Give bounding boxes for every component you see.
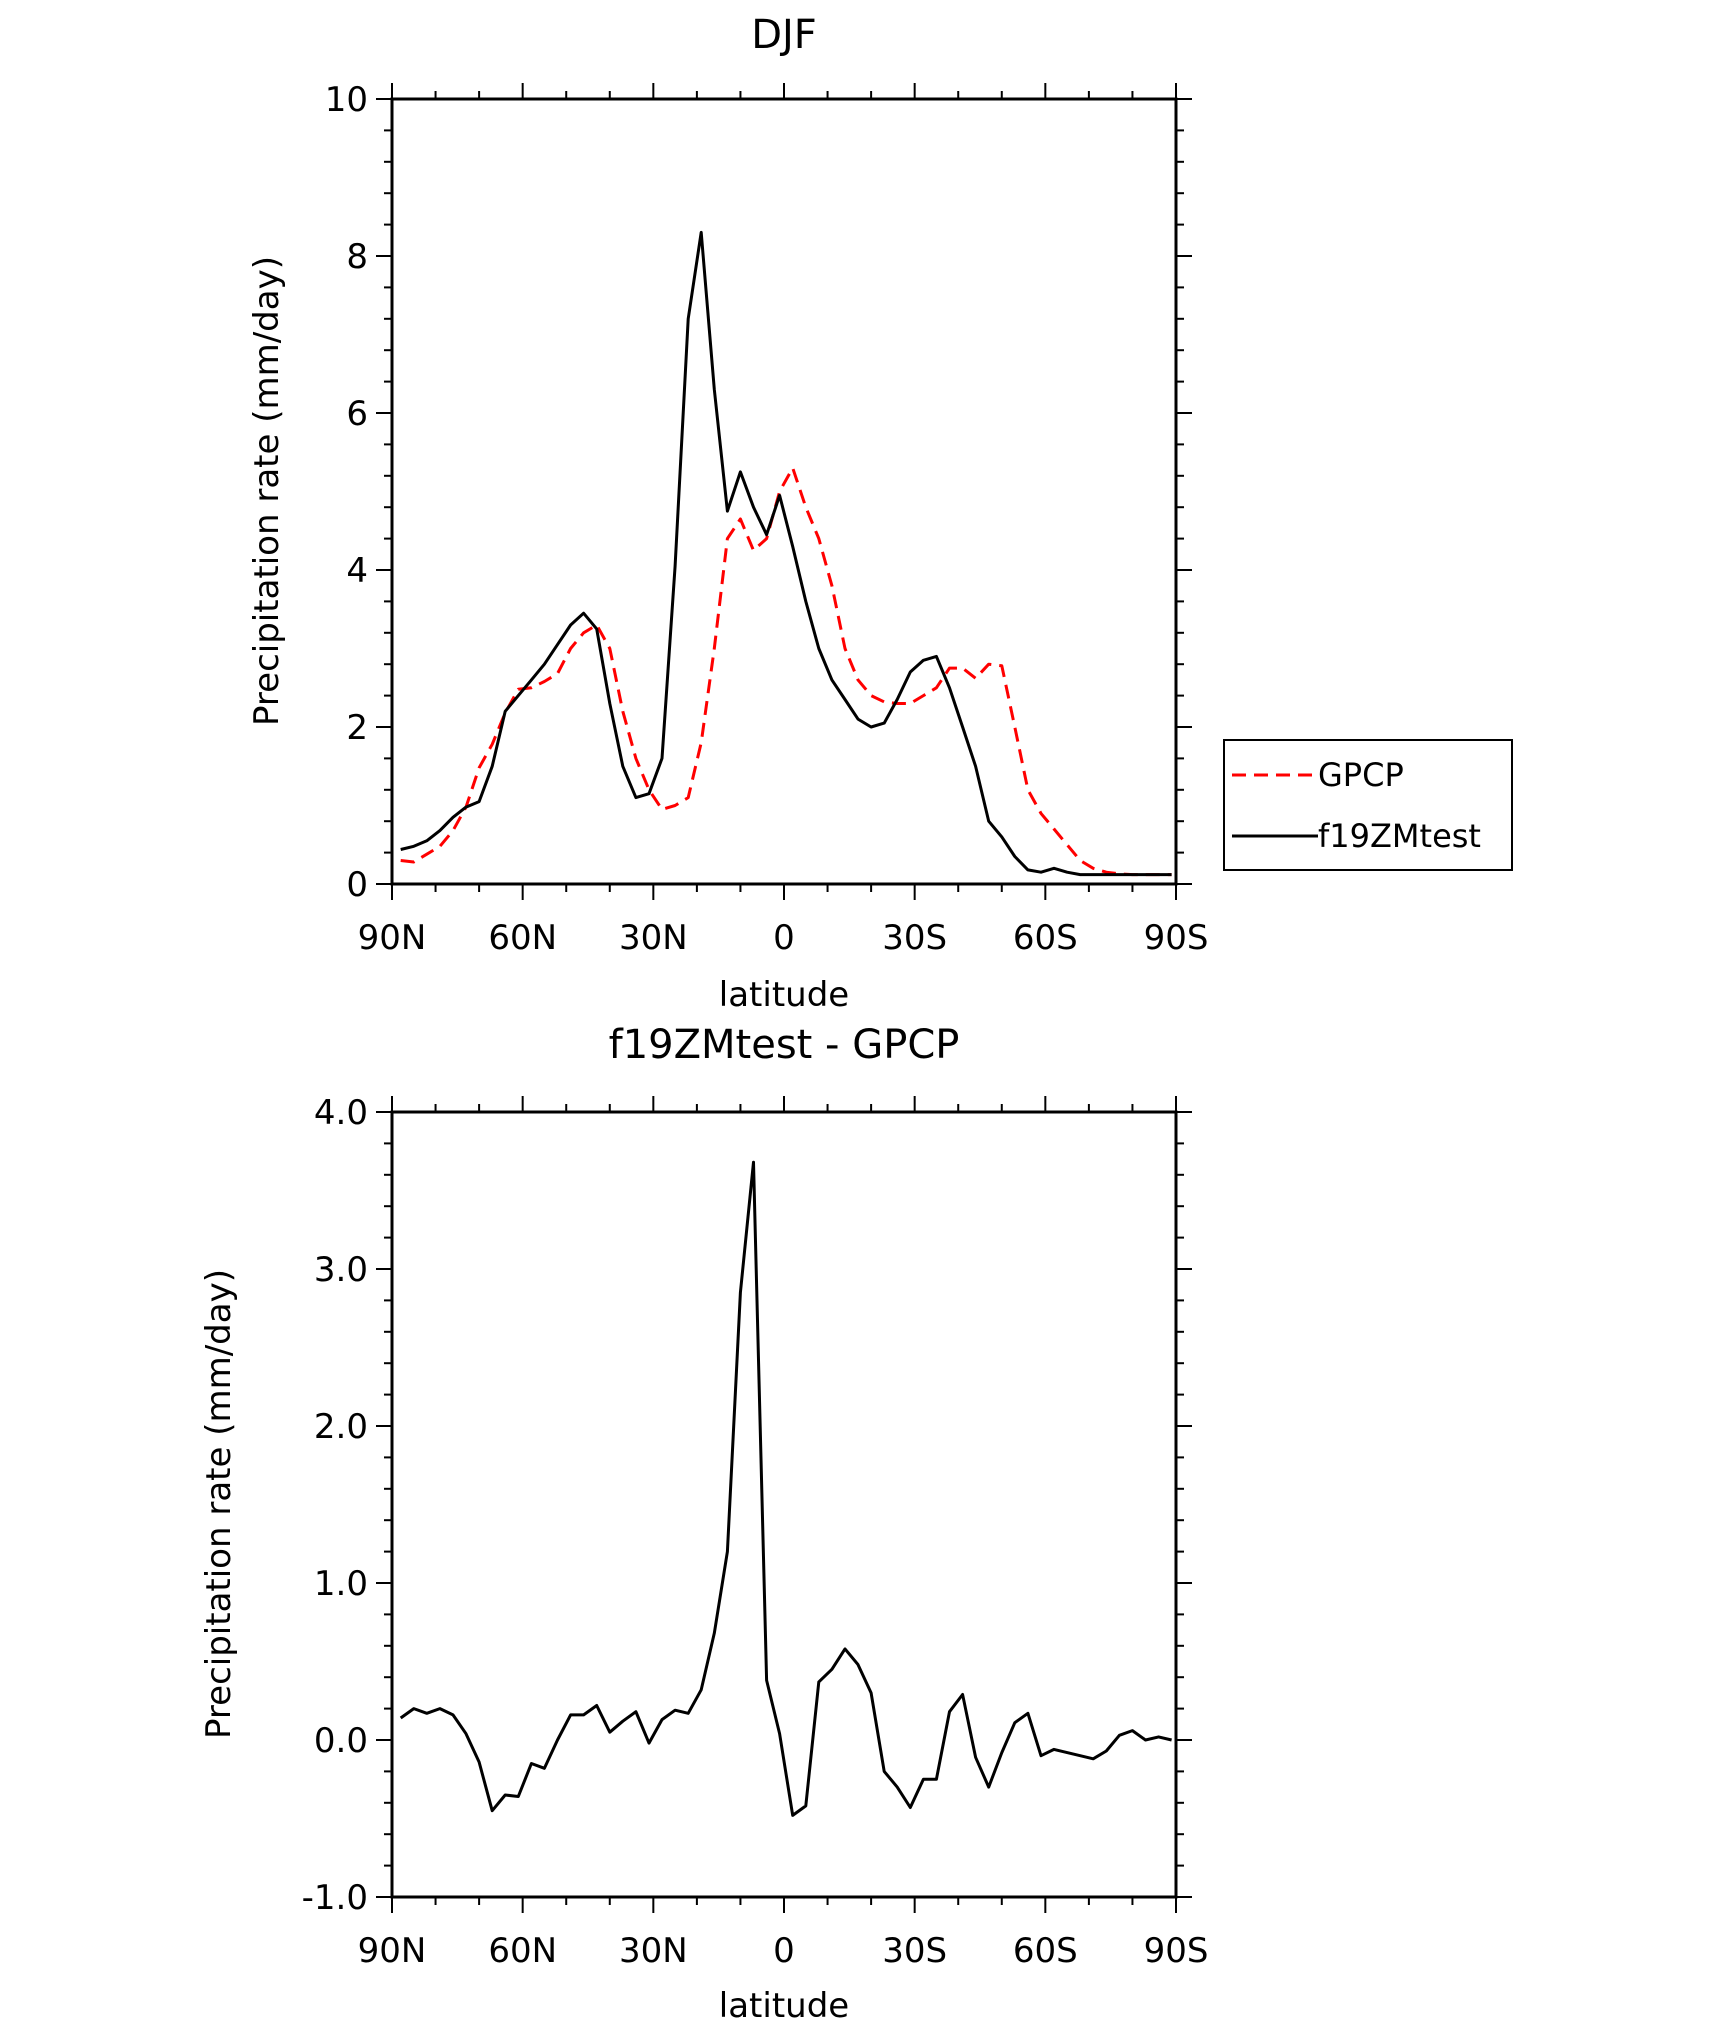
x-tick-label: 30N	[619, 918, 688, 958]
series-line-gpcp	[400, 466, 1172, 877]
plot-frame	[390, 97, 1178, 886]
legend-label-gpcp: GPCP	[1318, 756, 1404, 794]
series-line-f19zmtest	[400, 230, 1172, 877]
y-tick-label: 0.0	[314, 1721, 368, 1761]
x-axis-label: latitude	[719, 975, 849, 1015]
x-tick-label: 90S	[1144, 918, 1209, 958]
difference-panel: f19ZMtest - GPCP -1.0 0.0 1.0 2.0 3.0 4.0 90N…	[199, 1022, 1208, 2021]
y-tick-label: 4.0	[314, 1093, 368, 1133]
series-line-difference	[399, 1160, 1172, 1817]
y-tick-label: 2.0	[314, 1407, 368, 1447]
tick-marks	[376, 83, 1192, 900]
y-tick-label: 1.0	[314, 1564, 368, 1604]
y-tick-label: -1.0	[302, 1878, 368, 1918]
y-axis-label: Precipitation rate (mm/day)	[199, 1269, 239, 1739]
x-tick-label: 60S	[1013, 918, 1078, 958]
y-tick-label: 8	[346, 237, 368, 277]
x-tick-label: 30S	[882, 918, 947, 958]
x-tick-label: 90N	[358, 918, 427, 958]
x-tick-label: 60S	[1013, 1931, 1078, 1971]
series-layer	[400, 230, 1172, 877]
y-tick-label: 0	[346, 865, 368, 905]
x-tick-label: 60N	[488, 918, 557, 958]
legend-box	[1223, 739, 1513, 871]
y-tick-label: 6	[346, 394, 368, 434]
series-layer	[399, 1160, 1172, 1817]
x-tick-label: 60N	[488, 1931, 557, 1971]
x-tick-label: 90S	[1144, 1931, 1209, 1971]
y-tick-labels: 0 2 4 6 8 10	[325, 80, 368, 905]
x-tick-label: 30S	[882, 1931, 947, 1971]
x-tick-labels: 90N 60N 30N 0 30S 60S 90S	[358, 1931, 1209, 1971]
x-tick-label: 0	[773, 1931, 795, 1971]
x-tick-label: 30N	[619, 1931, 688, 1971]
y-tick-label: 2	[346, 708, 368, 748]
tick-marks	[376, 1096, 1192, 1913]
legend-label-f19zmtest: f19ZMtest	[1318, 817, 1481, 855]
djf-panel: DJF 0 2 4 6 8 10 90N 60N 30N 0 30S 60S 90S latitude…	[247, 12, 1513, 1015]
y-tick-label: 3.0	[314, 1250, 368, 1290]
y-tick-label: 4	[346, 551, 368, 591]
x-axis-label: latitude	[719, 1986, 849, 2021]
y-tick-labels: -1.0 0.0 1.0 2.0 3.0 4.0	[302, 1093, 368, 1918]
plot-frame	[390, 1110, 1178, 1899]
legend: GPCP f19ZMtest	[1223, 739, 1513, 871]
y-axis-label: Precipitation rate (mm/day)	[247, 256, 287, 726]
chart-title: f19ZMtest - GPCP	[609, 1022, 960, 1068]
y-tick-label: 10	[325, 80, 368, 120]
chart-title: DJF	[751, 12, 817, 58]
x-tick-label: 0	[773, 918, 795, 958]
x-tick-label: 90N	[358, 1931, 427, 1971]
x-tick-labels: 90N 60N 30N 0 30S 60S 90S	[358, 918, 1209, 958]
